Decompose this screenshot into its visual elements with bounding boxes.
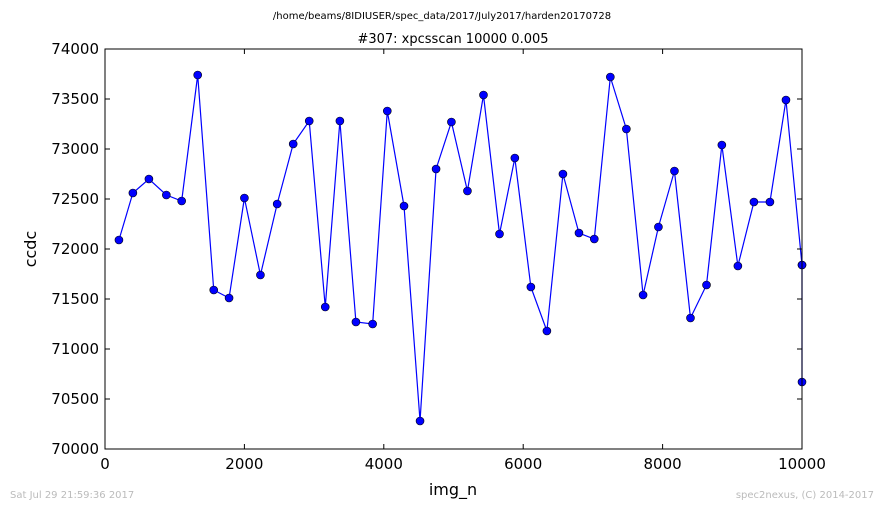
data-point xyxy=(320,302,330,312)
x-tick-label: 10000 xyxy=(778,455,826,473)
data-point xyxy=(622,124,631,134)
data-point xyxy=(495,229,504,239)
data-point xyxy=(717,140,727,150)
data-point xyxy=(638,290,648,300)
data-point xyxy=(574,228,584,238)
data-point xyxy=(781,95,791,105)
data-point xyxy=(589,234,599,244)
data-point xyxy=(749,197,759,207)
ticks-layer: 0 2000 4000 6000 8000 10000 70000 70500 71000 715… xyxy=(51,40,826,473)
data-point xyxy=(686,313,695,323)
data-point xyxy=(288,139,298,149)
x-tick-label: 0 xyxy=(100,455,110,473)
y-tick-label: 70500 xyxy=(51,390,99,408)
data-point xyxy=(654,222,663,232)
y-tick-label: 72500 xyxy=(51,190,99,208)
data-point xyxy=(144,174,154,184)
series-line xyxy=(118,74,803,422)
data-point xyxy=(177,196,186,206)
footer-timestamp: Sat Jul 29 21:59:36 2017 xyxy=(10,490,134,501)
footer-credit: spec2nexus, (C) 2014-2017 xyxy=(736,490,874,501)
data-point xyxy=(193,70,202,80)
y-tick-label: 71000 xyxy=(51,340,99,358)
data-point xyxy=(351,317,361,327)
y-axis-label: ccdc xyxy=(21,231,40,268)
data-point xyxy=(463,186,472,196)
x-axis-label: img_n xyxy=(429,480,477,500)
data-point xyxy=(224,293,234,303)
data-point xyxy=(272,199,282,209)
data-point xyxy=(304,116,314,126)
plot-frame xyxy=(104,48,803,450)
y-tick-label: 73000 xyxy=(51,140,99,158)
plot-area: 0 2000 4000 6000 8000 10000 70000 70500 71000 715… xyxy=(51,40,826,473)
data-point xyxy=(415,416,425,426)
data-point xyxy=(114,235,124,245)
y-tick-label: 73500 xyxy=(51,90,99,108)
y-tick-label: 71500 xyxy=(51,290,99,308)
data-point xyxy=(733,261,743,271)
data-point xyxy=(765,197,775,207)
data-point xyxy=(526,282,536,292)
series-layer xyxy=(114,70,807,426)
data-point xyxy=(447,117,456,127)
data-point xyxy=(256,270,265,280)
data-point xyxy=(606,72,615,82)
data-point xyxy=(162,190,171,200)
chart-title: #307: xpcsscan 10000 0.005 xyxy=(357,32,548,47)
data-point xyxy=(382,106,392,116)
data-point xyxy=(209,285,219,295)
data-point xyxy=(335,116,345,126)
data-point xyxy=(702,280,711,290)
data-point xyxy=(542,326,552,336)
data-point xyxy=(670,166,679,176)
data-point xyxy=(479,90,488,100)
data-point xyxy=(558,169,568,179)
y-tick-label: 74000 xyxy=(51,40,99,58)
data-point xyxy=(240,193,249,203)
x-tick-label: 8000 xyxy=(644,455,682,473)
data-point xyxy=(431,164,441,174)
x-tick-label: 6000 xyxy=(504,455,542,473)
chart-suptitle: /home/beams/8IDIUSER/spec_data/2017/July… xyxy=(273,11,611,22)
data-point xyxy=(128,188,138,198)
x-tick-label: 2000 xyxy=(225,455,263,473)
data-point xyxy=(399,201,409,211)
y-tick-label: 72000 xyxy=(51,240,99,258)
data-point xyxy=(510,153,520,163)
data-point xyxy=(368,319,377,329)
x-tick-label: 4000 xyxy=(365,455,403,473)
y-tick-label: 70000 xyxy=(51,440,99,458)
